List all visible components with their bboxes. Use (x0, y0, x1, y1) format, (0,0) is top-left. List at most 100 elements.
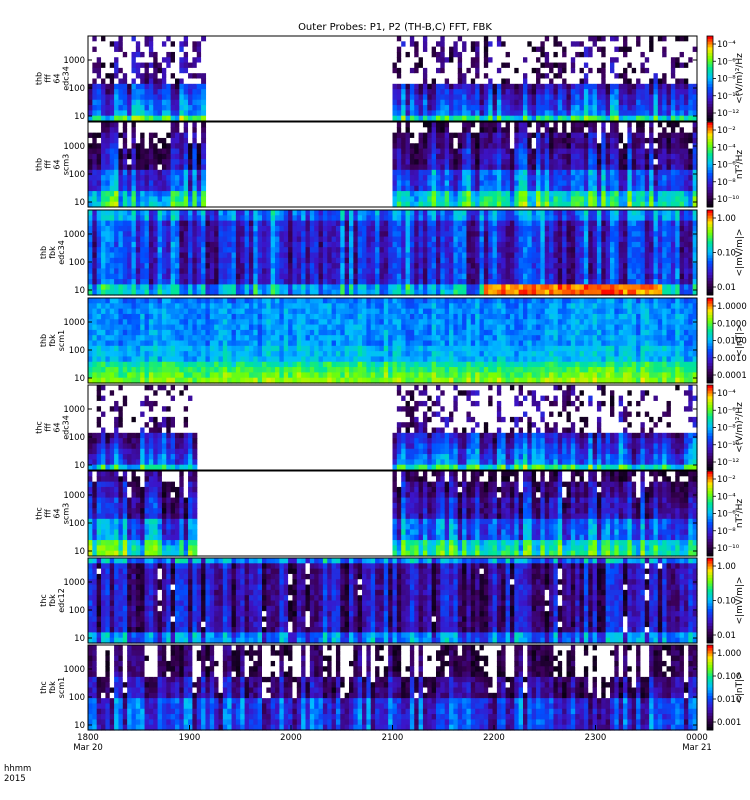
panel-frame (87, 35, 698, 122)
heatmap-cell (666, 148, 672, 155)
heatmap-cell (170, 132, 176, 139)
heatmap-cell (444, 153, 450, 160)
heatmap-cell (166, 247, 172, 254)
heatmap-cell (192, 252, 198, 259)
heatmap-cell (453, 137, 459, 144)
heatmap-cell (457, 122, 463, 128)
heatmap-cell (105, 73, 111, 80)
heatmap-cell (396, 169, 402, 176)
heatmap-cell (357, 247, 363, 254)
heatmap-cell (414, 279, 420, 285)
heatmap-cell (253, 215, 259, 222)
heatmap-cell (188, 164, 193, 171)
colorbar-segment (707, 195, 713, 199)
heatmap-cell (183, 175, 189, 182)
heatmap-cell (431, 252, 437, 259)
heatmap-cell (505, 137, 511, 144)
heatmap-cell (88, 67, 93, 74)
heatmap-cell (305, 231, 311, 238)
heatmap-cell (562, 89, 568, 96)
heatmap-cell (422, 273, 428, 280)
heatmap-cell (101, 252, 106, 259)
heatmap-cell (518, 175, 524, 182)
heatmap-cell (531, 210, 537, 216)
heatmap-cell (583, 83, 589, 90)
heatmap-cell (344, 236, 350, 243)
heatmap-cell (122, 73, 128, 80)
heatmap-cell (562, 46, 568, 53)
heatmap-cell (509, 231, 515, 238)
heatmap-cell (157, 127, 163, 134)
heatmap-cell (562, 73, 568, 80)
heatmap-cell (544, 220, 550, 227)
heatmap-cell (240, 215, 246, 222)
heatmap-cell (322, 263, 328, 270)
heatmap-cell (475, 257, 481, 264)
heatmap-cell (505, 268, 511, 275)
heatmap-cell (601, 51, 607, 58)
heatmap-cell (135, 78, 141, 85)
heatmap-cell (275, 263, 280, 270)
heatmap-cell (505, 169, 511, 176)
heatmap-cell (444, 137, 450, 144)
heatmap-cell (427, 284, 433, 291)
heatmap-cell (492, 94, 498, 101)
heatmap-cell (553, 284, 559, 291)
heatmap-cell (209, 268, 215, 275)
heatmap-cell (509, 284, 515, 291)
heatmap-cell (135, 279, 141, 285)
heatmap-cell (457, 164, 463, 171)
heatmap-cell (670, 73, 676, 80)
heatmap-cell (514, 148, 520, 155)
heatmap-cell (483, 196, 489, 203)
heatmap-cell (266, 252, 272, 259)
heatmap-cell (153, 132, 159, 139)
heatmap-cell (127, 220, 133, 227)
heatmap-cell (244, 225, 250, 232)
heatmap-cell (196, 105, 202, 111)
heatmap-cell (549, 36, 555, 42)
heatmap-cell (649, 78, 655, 85)
heatmap-cell (135, 225, 141, 232)
heatmap-cell (644, 94, 650, 101)
heatmap-cell (153, 99, 159, 106)
heatmap-cell (127, 159, 133, 166)
heatmap-cell (610, 148, 615, 155)
heatmap-cell (349, 225, 354, 232)
heatmap-cell (562, 231, 568, 238)
heatmap-cell (466, 110, 472, 117)
heatmap-cell (575, 105, 581, 111)
heatmap-cell (175, 78, 180, 85)
heatmap-cell (414, 99, 420, 106)
heatmap-cell (636, 51, 642, 58)
heatmap-cell (383, 263, 389, 270)
heatmap-cell (192, 73, 198, 80)
heatmap-cell (562, 236, 568, 243)
heatmap-cell (148, 46, 154, 53)
heatmap-cell (562, 279, 568, 285)
heatmap-cell (670, 41, 676, 48)
heatmap-cell (509, 257, 515, 264)
heatmap-cell (444, 110, 450, 117)
heatmap-cell (179, 36, 185, 42)
heatmap-cell (566, 46, 572, 53)
heatmap-cell (618, 196, 624, 203)
heatmap-cell (449, 236, 454, 243)
heatmap-cell (440, 220, 446, 227)
heatmap-cell (414, 201, 420, 208)
heatmap-cell (592, 105, 598, 111)
heatmap-cell (610, 89, 615, 96)
heatmap-cell (536, 41, 541, 48)
heatmap-cell (227, 210, 233, 216)
heatmap-cell (683, 115, 689, 122)
heatmap-cell (505, 110, 511, 117)
heatmap-cell (375, 284, 381, 291)
colorbar-segment (707, 153, 713, 157)
heatmap-cell (179, 148, 185, 155)
heatmap-cell (449, 78, 454, 85)
heatmap-cell (296, 231, 302, 238)
heatmap-cell (166, 137, 172, 144)
heatmap-cell (427, 225, 433, 232)
heatmap-cell (166, 215, 172, 222)
heatmap-cell (122, 231, 128, 238)
